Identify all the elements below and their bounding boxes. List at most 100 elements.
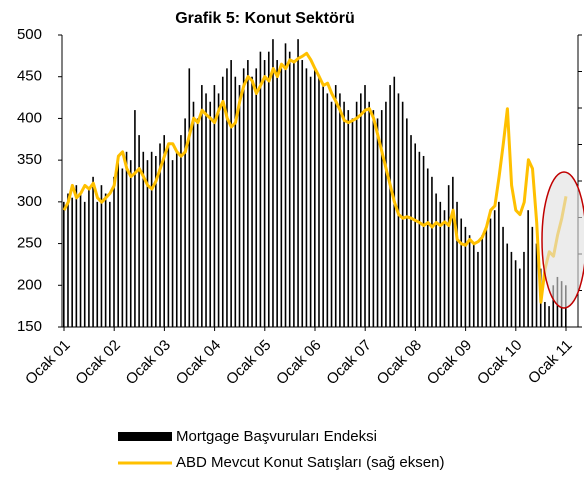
bar [67, 193, 69, 327]
bar [150, 151, 153, 327]
bar [477, 251, 479, 327]
bar [129, 160, 132, 327]
highlight-ellipse [541, 171, 584, 309]
bar [456, 201, 458, 327]
bar [276, 60, 278, 328]
bar [552, 285, 555, 327]
bar [368, 101, 370, 327]
y-tick-label: 500 [17, 26, 42, 43]
chart-title: Grafik 5: Konut Sektörü [175, 10, 355, 27]
bar [422, 155, 425, 327]
bar [96, 201, 99, 327]
bar [460, 218, 463, 327]
bar [452, 176, 454, 327]
bar [288, 51, 291, 327]
bar [544, 301, 546, 327]
bar [196, 118, 199, 327]
bar [184, 118, 186, 327]
bar [523, 251, 525, 327]
bar [230, 60, 232, 328]
bar [88, 189, 90, 327]
bar [531, 226, 534, 327]
x-tick-label: Ocak 08 [374, 337, 426, 389]
bar [493, 210, 496, 327]
bar [498, 201, 500, 327]
bar [251, 76, 253, 327]
bar [364, 85, 366, 327]
bar [489, 218, 492, 327]
bar [431, 176, 433, 327]
x-tick-label: Ocak 01 [22, 337, 74, 389]
x-tick-label: Ocak 07 [323, 337, 375, 389]
bar [155, 155, 157, 327]
bar [121, 168, 124, 327]
bar [506, 243, 509, 327]
bar [209, 101, 212, 327]
bar [146, 160, 149, 327]
bar [385, 101, 387, 327]
y-tick-label: 200 [17, 276, 42, 293]
bar [142, 151, 145, 327]
bar [259, 51, 262, 327]
bar [318, 76, 320, 327]
bar [267, 51, 270, 327]
x-tick-label: Ocak 09 [424, 337, 476, 389]
bar [138, 135, 140, 327]
bar [418, 151, 421, 327]
bar [113, 176, 115, 327]
bar [443, 210, 446, 327]
bar [284, 43, 287, 327]
bar [309, 76, 312, 327]
bar [213, 85, 216, 327]
bar [63, 201, 65, 327]
bar [79, 193, 82, 327]
bar [301, 60, 304, 328]
bar [134, 110, 136, 327]
bar [171, 160, 174, 327]
bar [188, 68, 191, 327]
bar [326, 93, 329, 328]
bar [410, 135, 412, 327]
bar [100, 185, 103, 327]
bar [472, 243, 475, 327]
y-tick-label: 300 [17, 193, 42, 210]
legend-label: Mortgage Başvuruları Endeksi [176, 428, 377, 445]
x-tick-label: Ocak 05 [223, 337, 275, 389]
x-tick-label: Ocak 11 [525, 337, 576, 388]
bar [502, 226, 504, 327]
bar [426, 168, 429, 327]
bar [238, 85, 241, 327]
bar [263, 60, 266, 328]
bar [104, 193, 107, 327]
bar [109, 201, 111, 327]
bar [297, 39, 299, 328]
bar [380, 110, 383, 327]
bar [255, 68, 258, 327]
bar [435, 193, 437, 327]
bar [293, 60, 295, 328]
bar [485, 226, 488, 327]
bar [217, 93, 220, 328]
bar [92, 176, 94, 327]
bar [481, 235, 483, 327]
bar [75, 185, 78, 327]
bar [527, 210, 529, 327]
bar [414, 143, 416, 327]
bar [468, 235, 471, 327]
bar [339, 93, 341, 328]
x-tick-label: Ocak 02 [72, 337, 124, 389]
bar [351, 118, 354, 327]
bar [83, 201, 86, 327]
y-tick-label: 350 [17, 151, 42, 168]
bar [280, 68, 283, 327]
bar [439, 201, 442, 327]
bar [226, 68, 228, 327]
bar [201, 85, 203, 327]
bar [117, 160, 119, 327]
bar [464, 226, 467, 327]
bar [360, 93, 362, 328]
bar [175, 151, 178, 327]
x-tick-label: Ocak 06 [273, 337, 325, 389]
bar [401, 101, 404, 327]
bar [180, 135, 182, 327]
